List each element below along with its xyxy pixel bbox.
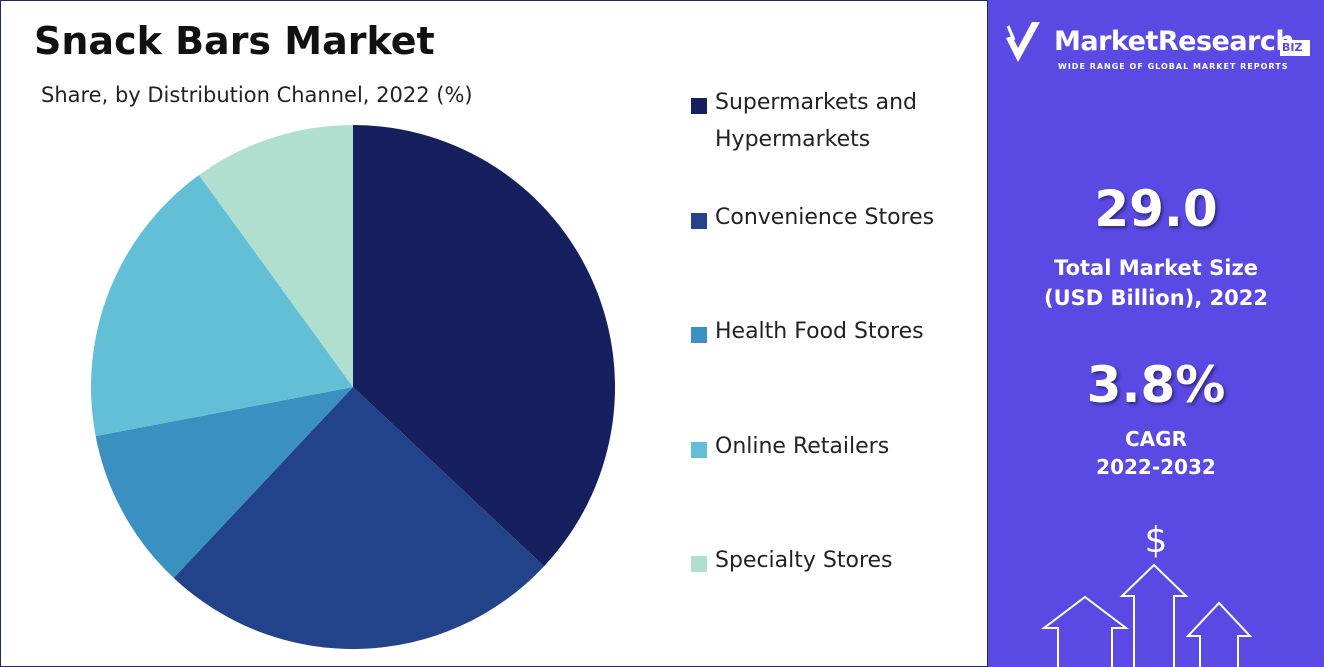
legend-item: Health Food Stores	[691, 319, 981, 350]
dollar-icon: $	[1144, 520, 1168, 561]
legend-item: Online Retailers	[691, 434, 981, 465]
legend-label: Online Retailers	[715, 434, 890, 459]
legend-item: Specialty Stores	[691, 548, 981, 579]
pie-slice	[199, 125, 353, 387]
cagr-label: CAGR	[1125, 427, 1187, 451]
legend-label: Health Food Stores	[715, 319, 924, 344]
brand: MarketResearch	[1054, 26, 1295, 57]
legend-swatch	[691, 213, 707, 229]
info-panel: MarketResearch BIZ WIDE RANGE OF GLOBAL …	[988, 0, 1324, 667]
panel-graphics	[1006, 22, 1310, 667]
legend-label: Supermarkets and Hypermarkets	[715, 90, 917, 152]
market-size: 29.0	[1094, 180, 1218, 238]
logo-icon	[1006, 22, 1040, 62]
chart-subtitle: Share, by Distribution Channel, 2022 (%)	[41, 83, 473, 107]
pie-slice	[90, 175, 353, 437]
market-size-label: (USD Billion), 2022	[1043, 286, 1269, 310]
cagr: 3.8%	[1086, 356, 1226, 414]
badge: BIZ	[1282, 41, 1303, 54]
tagline: WIDE RANGE OF GLOBAL MARKET REPORTS	[1058, 62, 1289, 71]
pie-slice	[95, 387, 353, 578]
pie-slice	[353, 125, 615, 567]
legend-label: Convenience Stores	[715, 205, 935, 230]
legend-swatch	[691, 442, 707, 458]
legend-swatch	[691, 556, 707, 572]
pie-chart	[90, 125, 615, 649]
logo-icon	[1006, 25, 1016, 41]
legend-label: Specialty Stores	[715, 548, 893, 573]
chart-panel: Snack Bars Market Share, by Distribution…	[0, 0, 988, 667]
chart-title: Snack Bars Market	[34, 19, 435, 63]
legend-swatch	[691, 98, 707, 114]
legend-swatch	[691, 327, 707, 343]
legend-item: Convenience Stores	[691, 205, 981, 236]
arrows-icon	[1041, 563, 1253, 667]
pie-slice	[173, 387, 544, 649]
market-size-label: Total Market Size	[1054, 256, 1258, 280]
logo-badge	[1280, 40, 1310, 56]
legend-item: Supermarkets and Hypermarkets	[691, 90, 981, 158]
cagr-label: 2022-2032	[1096, 455, 1216, 479]
